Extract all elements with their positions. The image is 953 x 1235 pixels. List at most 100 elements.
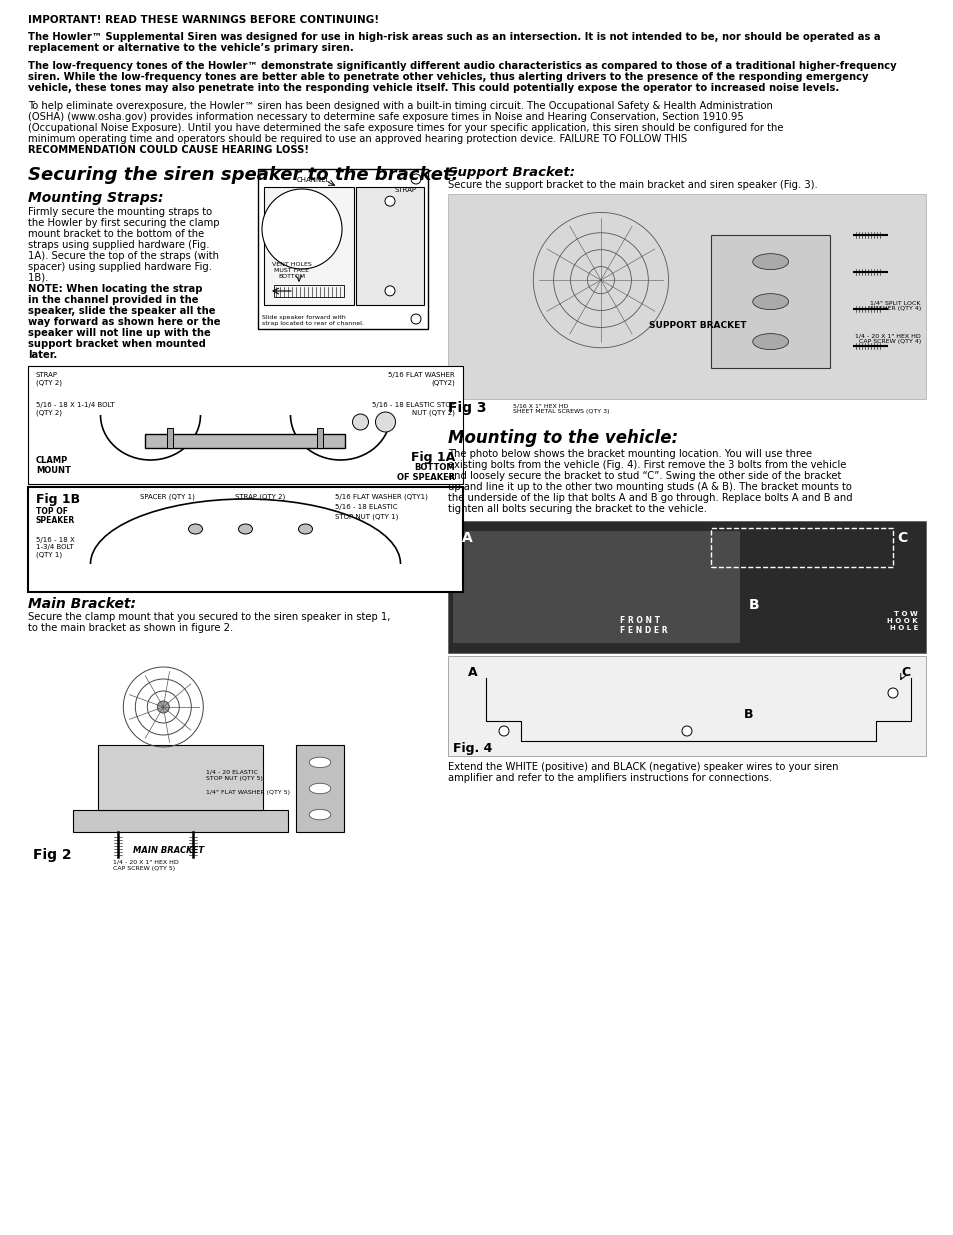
Text: F R O N T
F E N D E R: F R O N T F E N D E R: [619, 616, 667, 636]
Circle shape: [385, 285, 395, 296]
Text: in the channel provided in the: in the channel provided in the: [28, 295, 198, 305]
Text: To help eliminate overexposure, the Howler™ siren has been designed with a built: To help eliminate overexposure, the Howl…: [28, 101, 772, 111]
Text: the Howler by first securing the clamp: the Howler by first securing the clamp: [28, 219, 219, 228]
Bar: [264, 186, 354, 305]
Text: spacer) using supplied hardware Fig.: spacer) using supplied hardware Fig.: [28, 262, 212, 272]
Text: speaker, slide the speaker all the: speaker, slide the speaker all the: [28, 306, 215, 316]
Text: Secure the support bracket to the main bracket and siren speaker (Fig. 3).: Secure the support bracket to the main b…: [448, 180, 817, 190]
Bar: [28, 487, 462, 592]
Text: STRAP: STRAP: [395, 186, 416, 193]
Bar: [295, 745, 344, 832]
Bar: [146, 433, 345, 448]
Text: STOP NUT (QTY 1): STOP NUT (QTY 1): [335, 513, 398, 520]
Text: Securing the siren speaker to the bracket:: Securing the siren speaker to the bracke…: [28, 165, 458, 184]
Circle shape: [262, 189, 341, 269]
Text: C: C: [901, 666, 910, 679]
Text: Firmly secure the mounting straps to: Firmly secure the mounting straps to: [28, 207, 212, 217]
Text: mount bracket to the bottom of the: mount bracket to the bottom of the: [28, 228, 204, 240]
Text: Support Bracket:: Support Bracket:: [448, 165, 575, 179]
Text: existing bolts from the vehicle (Fig. 4). First remove the 3 bolts from the vehi: existing bolts from the vehicle (Fig. 4)…: [448, 459, 845, 471]
Text: 5/16 X 1" HEX HD
SHEET METAL SCREWS (QTY 3): 5/16 X 1" HEX HD SHEET METAL SCREWS (QTY…: [513, 403, 609, 414]
Text: STRAP
(QTY 2): STRAP (QTY 2): [36, 372, 62, 385]
Ellipse shape: [752, 253, 788, 269]
Text: and loosely secure the bracket to stud “C”. Swing the other side of the bracket: and loosely secure the bracket to stud “…: [448, 471, 841, 480]
Circle shape: [681, 726, 691, 736]
Text: A: A: [461, 531, 473, 545]
Text: Fig. 4: Fig. 4: [453, 742, 492, 755]
Bar: [448, 656, 925, 756]
Bar: [355, 186, 423, 305]
Text: way forward as shown here or the: way forward as shown here or the: [28, 317, 220, 327]
Ellipse shape: [309, 783, 331, 794]
Bar: [448, 521, 925, 653]
Ellipse shape: [189, 524, 202, 534]
Text: Slide speaker forward with
strap located to rear of channel.: Slide speaker forward with strap located…: [262, 315, 363, 326]
Bar: [168, 429, 173, 448]
Text: Mounting to the vehicle:: Mounting to the vehicle:: [448, 429, 678, 447]
Circle shape: [385, 196, 395, 206]
Text: MOUNT: MOUNT: [36, 466, 71, 475]
Text: speaker will not line up with the: speaker will not line up with the: [28, 329, 211, 338]
Text: Extend the WHITE (positive) and BLACK (negative) speaker wires to your siren: Extend the WHITE (positive) and BLACK (n…: [448, 762, 838, 772]
Ellipse shape: [309, 757, 331, 768]
Text: to the main bracket as shown in figure 2.: to the main bracket as shown in figure 2…: [28, 622, 233, 634]
Text: 1/4 - 20 X 1" HEX HD
CAP SCREW (QTY 5): 1/4 - 20 X 1" HEX HD CAP SCREW (QTY 5): [112, 860, 178, 871]
Text: vehicle, these tones may also penetrate into the responding vehicle itself. This: vehicle, these tones may also penetrate …: [28, 83, 839, 93]
Circle shape: [411, 174, 420, 184]
Bar: [98, 745, 263, 810]
Text: The low-frequency tones of the Howler™ demonstrate significantly different audio: The low-frequency tones of the Howler™ d…: [28, 61, 896, 70]
Text: support bracket when mounted: support bracket when mounted: [28, 338, 206, 350]
Text: later.: later.: [28, 350, 57, 359]
Text: the underside of the lip that bolts A and B go through. Replace bolts A and B an: the underside of the lip that bolts A an…: [448, 493, 852, 503]
Bar: [448, 194, 925, 399]
Bar: [274, 285, 344, 296]
Circle shape: [352, 414, 368, 430]
Text: CLAMP: CLAMP: [36, 456, 69, 466]
Text: Fig 2: Fig 2: [33, 848, 71, 862]
Text: 1/4" FLAT WASHER (QTY 5): 1/4" FLAT WASHER (QTY 5): [206, 790, 290, 795]
Text: C: C: [897, 531, 907, 545]
Text: 1A). Secure the top of the straps (with: 1A). Secure the top of the straps (with: [28, 251, 219, 261]
Text: SPACER (QTY 1): SPACER (QTY 1): [140, 493, 195, 499]
Text: The Howler™ Supplemental Siren was designed for use in high-risk areas such as a: The Howler™ Supplemental Siren was desig…: [28, 32, 880, 42]
Circle shape: [375, 412, 395, 432]
Text: 5/16 FLAT WASHER
(QTY2): 5/16 FLAT WASHER (QTY2): [388, 372, 455, 385]
Text: STRAP (QTY 2): STRAP (QTY 2): [235, 493, 286, 499]
Ellipse shape: [238, 524, 253, 534]
Text: (OSHA) (www.osha.gov) provides information necessary to determine safe exposure : (OSHA) (www.osha.gov) provides informati…: [28, 112, 743, 122]
Text: B: B: [743, 708, 753, 721]
Text: 1B).: 1B).: [28, 273, 51, 283]
Text: MAIN BRACKET: MAIN BRACKET: [132, 846, 204, 855]
Text: NOTE: When locating the strap: NOTE: When locating the strap: [28, 284, 202, 294]
Text: replacement or alternative to the vehicle’s primary siren.: replacement or alternative to the vehicl…: [28, 43, 354, 53]
Text: VENT HOLES
MUST FACE
BOTTOM: VENT HOLES MUST FACE BOTTOM: [272, 262, 312, 279]
Text: Fig 3: Fig 3: [448, 401, 486, 415]
Text: Fig 1B: Fig 1B: [36, 493, 80, 506]
Bar: [710, 235, 829, 368]
Ellipse shape: [309, 809, 331, 820]
Text: 5/16 - 18 X 1-1/4 BOLT
(QTY 2): 5/16 - 18 X 1-1/4 BOLT (QTY 2): [36, 403, 114, 415]
Text: Mounting Straps:: Mounting Straps:: [28, 191, 163, 205]
Text: CHANNEL: CHANNEL: [296, 177, 330, 183]
Text: Secure the clamp mount that you secured to the siren speaker in step 1,: Secure the clamp mount that you secured …: [28, 613, 390, 622]
Text: BOTTOM: BOTTOM: [414, 463, 455, 472]
Text: IMPORTANT! READ THESE WARNINGS BEFORE CONTINUING!: IMPORTANT! READ THESE WARNINGS BEFORE CO…: [28, 15, 378, 25]
Text: Fig 1A: Fig 1A: [411, 451, 455, 464]
Text: OF SPEAKER: OF SPEAKER: [396, 473, 455, 482]
Bar: [453, 531, 739, 643]
Text: T O W
H O O K
H O L E: T O W H O O K H O L E: [886, 611, 917, 631]
Circle shape: [411, 314, 420, 324]
Text: Main Bracket:: Main Bracket:: [28, 597, 136, 611]
Ellipse shape: [298, 524, 313, 534]
Circle shape: [887, 688, 897, 698]
Circle shape: [498, 726, 509, 736]
Text: The photo below shows the bracket mounting location. You will use three: The photo below shows the bracket mounti…: [448, 450, 811, 459]
Text: siren. While the low-frequency tones are better able to penetrate other vehicles: siren. While the low-frequency tones are…: [28, 72, 867, 82]
Circle shape: [157, 701, 169, 713]
Text: 5/16 - 18 ELASTIC: 5/16 - 18 ELASTIC: [335, 504, 397, 510]
Text: 1/4 - 20 ELASTIC
STOP NUT (QTY 5): 1/4 - 20 ELASTIC STOP NUT (QTY 5): [206, 769, 263, 781]
Text: minimum operating time and operators should be required to use an approved heari: minimum operating time and operators sho…: [28, 135, 686, 144]
Bar: [28, 366, 462, 484]
Text: B: B: [748, 598, 759, 611]
Text: SPEAKER: SPEAKER: [36, 516, 75, 525]
